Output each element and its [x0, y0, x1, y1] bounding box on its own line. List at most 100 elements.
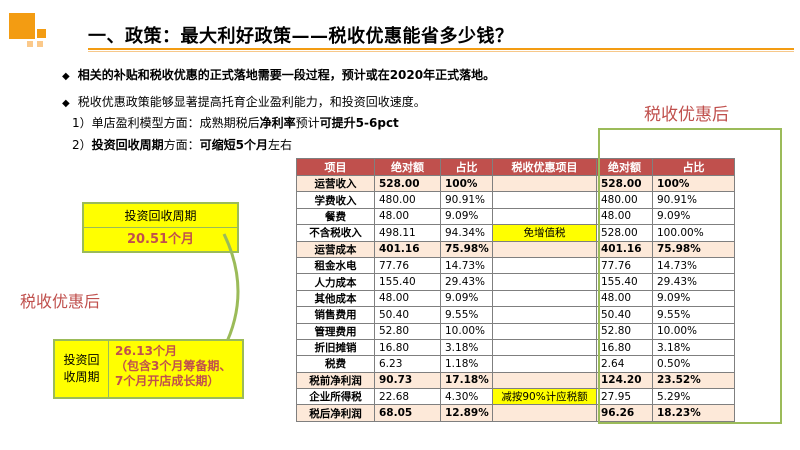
- payback-before-value: 26.13个月 （包含3个月筹备期、 7个月开店成长期）: [109, 341, 242, 397]
- bullet-profitability: ◆ 税收优惠政策能够显著提高托育企业盈利能力，和投资回收速度。: [62, 93, 426, 110]
- pct-after-cell: 29.43%: [652, 273, 735, 291]
- pct-before-cell: 12.89%: [440, 404, 493, 422]
- column-header: 绝对额: [596, 158, 653, 176]
- point-text: 左右: [268, 138, 293, 152]
- abs-after-cell: 16.80: [596, 338, 653, 357]
- row-item-cell: 税前净利润: [296, 371, 375, 390]
- point-text: 方面：: [163, 138, 200, 152]
- point-emphasis: 可缩短5个月: [199, 138, 269, 152]
- table-row: 其他成本 48.00 9.09% 48.00 9.09%: [296, 289, 735, 308]
- table-row: 税后净利润 68.05 12.89% 96.26 18.23%: [296, 404, 735, 422]
- abs-after-cell: 528.00: [596, 174, 653, 193]
- diamond-bullet-icon: ◆: [62, 98, 70, 109]
- row-item-cell: 企业所得税: [296, 388, 375, 406]
- pct-before-cell: 94.34%: [440, 224, 493, 242]
- tax-benefit-item-cell: [492, 338, 597, 357]
- tax-benefit-item-cell: 减按90%计应税额: [492, 388, 597, 406]
- pct-after-cell: 18.23%: [652, 404, 735, 422]
- row-item-cell: 管理费用: [296, 322, 375, 340]
- column-header: 税收优惠项目: [492, 158, 597, 176]
- point-emphasis: 投资回收周期: [91, 138, 164, 152]
- abs-before-cell: 50.40: [374, 306, 441, 324]
- tax-benefit-item-cell: [492, 289, 597, 308]
- abs-after-cell: 480.00: [596, 191, 653, 209]
- tax-benefit-item-cell: [492, 240, 597, 258]
- table-row: 税前净利润 90.73 17.18% 124.20 23.52%: [296, 371, 735, 390]
- row-item-cell: 租金水电: [296, 256, 375, 275]
- abs-before-cell: 52.80: [374, 322, 441, 340]
- row-item-cell: 销售费用: [296, 306, 375, 324]
- abs-before-cell: 77.76: [374, 256, 441, 275]
- column-header: 占比: [440, 158, 493, 176]
- after-tax-label-left: 税收优惠后: [20, 292, 101, 311]
- abs-after-cell: 48.00: [596, 207, 653, 226]
- table-row: 餐费 48.00 9.09% 48.00 9.09%: [296, 207, 735, 226]
- title-divider-shadow: [88, 51, 794, 52]
- title-divider: [88, 48, 794, 50]
- abs-before-cell: 90.73: [374, 371, 441, 390]
- label-line: 收周期: [63, 370, 100, 384]
- abs-after-cell: 50.40: [596, 306, 653, 324]
- pct-after-cell: 9.09%: [652, 289, 735, 308]
- transition-arc: [222, 233, 240, 349]
- abs-after-cell: 2.64: [596, 355, 653, 373]
- pct-before-cell: 9.09%: [440, 289, 493, 308]
- pct-after-cell: 3.18%: [652, 338, 735, 357]
- pct-before-cell: 90.91%: [440, 191, 493, 209]
- pct-before-cell: 14.73%: [440, 256, 493, 275]
- table-row: 税费 6.23 1.18% 2.64 0.50%: [296, 355, 735, 373]
- row-item-cell: 运营成本: [296, 240, 375, 258]
- row-item-cell: 折旧摊销: [296, 338, 375, 357]
- payback-before-box: 投资回收周期 26.13个月 （包含3个月筹备期、 7个月开店成长期）: [53, 339, 244, 399]
- payback-after-header: 投资回收周期: [84, 204, 237, 228]
- row-item-cell: 运营收入: [296, 174, 375, 193]
- pct-after-cell: 0.50%: [652, 355, 735, 373]
- abs-after-cell: 155.40: [596, 273, 653, 291]
- abs-before-cell: 155.40: [374, 273, 441, 291]
- table-row: 不含税收入 498.11 94.34% 免增值税 528.00 100.00%: [296, 224, 735, 242]
- tax-benefit-item-cell: [492, 273, 597, 291]
- value-line: 7个月开店成长期）: [115, 374, 220, 388]
- point-emphasis: 可提升5-6pct: [319, 116, 399, 130]
- after-tax-label-top: 税收优惠后: [644, 105, 729, 125]
- point-payback: 2）投资回收周期方面：可缩短5个月左右: [72, 136, 292, 153]
- row-item-cell: 人力成本: [296, 273, 375, 291]
- profit-model-table: 项目 绝对额 占比 税收优惠项目 绝对额 占比 运营收入 528.00 100% 528.00 10…: [296, 158, 735, 422]
- table-row: 学费收入 480.00 90.91% 480.00 90.91%: [296, 191, 735, 209]
- pct-after-cell: 14.73%: [652, 256, 735, 275]
- tax-benefit-item-cell: [492, 306, 597, 324]
- abs-before-cell: 48.00: [374, 289, 441, 308]
- row-item-cell: 税后净利润: [296, 404, 375, 422]
- abs-before-cell: 528.00: [374, 174, 441, 193]
- value-line: 26.13个月: [115, 344, 177, 358]
- abs-after-cell: 77.76: [596, 256, 653, 275]
- table-row: 企业所得税 22.68 4.30% 减按90%计应税额 27.95 5.29%: [296, 388, 735, 406]
- row-item-cell: 其他成本: [296, 289, 375, 308]
- row-item-cell: 餐费: [296, 207, 375, 226]
- abs-after-cell: 124.20: [596, 371, 653, 390]
- row-item-cell: 税费: [296, 355, 375, 373]
- pct-after-cell: 23.52%: [652, 371, 735, 390]
- tax-benefit-item-cell: [492, 371, 597, 390]
- label-line: 投资回: [63, 353, 100, 367]
- table-row: 租金水电 77.76 14.73% 77.76 14.73%: [296, 256, 735, 275]
- bullet-text: 税收优惠政策能够显著提高托育企业盈利能力，和投资回收速度。: [77, 95, 426, 109]
- pct-after-cell: 75.98%: [652, 240, 735, 258]
- tax-benefit-item-cell: [492, 174, 597, 193]
- tax-benefit-item-cell: [492, 207, 597, 226]
- column-header: 绝对额: [374, 158, 441, 176]
- pct-before-cell: 29.43%: [440, 273, 493, 291]
- pct-before-cell: 100%: [440, 174, 493, 193]
- pct-before-cell: 75.98%: [440, 240, 493, 258]
- tax-benefit-item-cell: [492, 404, 597, 422]
- pct-after-cell: 90.91%: [652, 191, 735, 209]
- pct-before-cell: 9.09%: [440, 207, 493, 226]
- pct-after-cell: 100.00%: [652, 224, 735, 242]
- pct-after-cell: 10.00%: [652, 322, 735, 340]
- pct-before-cell: 3.18%: [440, 338, 493, 357]
- table-row: 人力成本 155.40 29.43% 155.40 29.43%: [296, 273, 735, 291]
- abs-after-cell: 401.16: [596, 240, 653, 258]
- abs-after-cell: 27.95: [596, 388, 653, 406]
- value-line: （包含3个月筹备期、: [115, 359, 232, 373]
- table-header-row: 项目 绝对额 占比 税收优惠项目 绝对额 占比: [296, 158, 735, 176]
